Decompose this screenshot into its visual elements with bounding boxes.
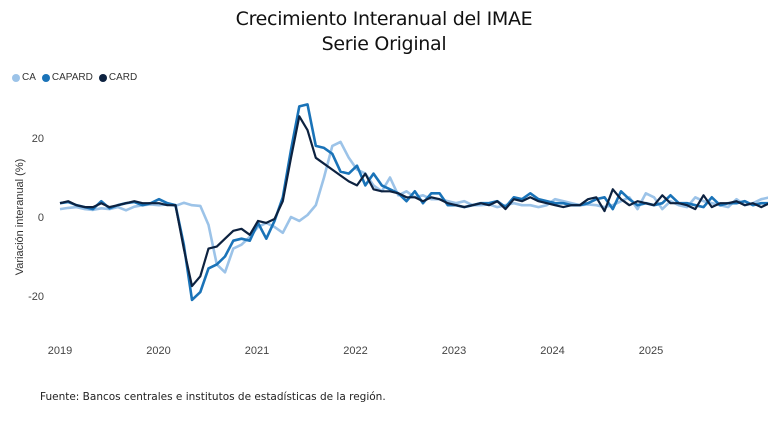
x-tick-label: 2022 xyxy=(343,345,367,357)
legend-item-capard[interactable]: CAPARD xyxy=(41,72,93,83)
legend-label-capard: CAPARD xyxy=(51,72,93,83)
x-tick-label: 2024 xyxy=(540,345,564,357)
legend-dot-card xyxy=(98,73,107,82)
source-note: Fuente: Bancos centrales e institutos de… xyxy=(40,391,386,403)
x-tick-label: 2025 xyxy=(639,345,663,357)
chart-legend: CA CAPARD CARD xyxy=(12,72,137,83)
legend-label-ca: CA xyxy=(22,72,36,83)
series-line-capard xyxy=(59,103,768,302)
series-line-ca xyxy=(59,140,768,274)
y-tick-label: 0 xyxy=(38,212,44,224)
x-tick-label: 2021 xyxy=(245,345,269,357)
series-line-card xyxy=(59,115,768,288)
x-tick-label: 2020 xyxy=(146,345,170,357)
chart-title: Crecimiento Interanual del IMAE xyxy=(235,8,533,30)
legend-item-card[interactable]: CARD xyxy=(98,72,138,83)
x-tick-label: 2019 xyxy=(48,345,72,357)
y-tick-label: -20 xyxy=(28,291,44,303)
legend-label-card: CARD xyxy=(108,72,138,83)
legend-item-ca[interactable]: CA xyxy=(12,72,36,83)
legend-dot-capard xyxy=(41,73,50,82)
x-tick-label: 2023 xyxy=(442,345,466,357)
y-tick-label: 20 xyxy=(32,133,44,145)
legend-dot-ca xyxy=(12,73,20,82)
chart-subtitle: Serie Original xyxy=(321,33,447,55)
